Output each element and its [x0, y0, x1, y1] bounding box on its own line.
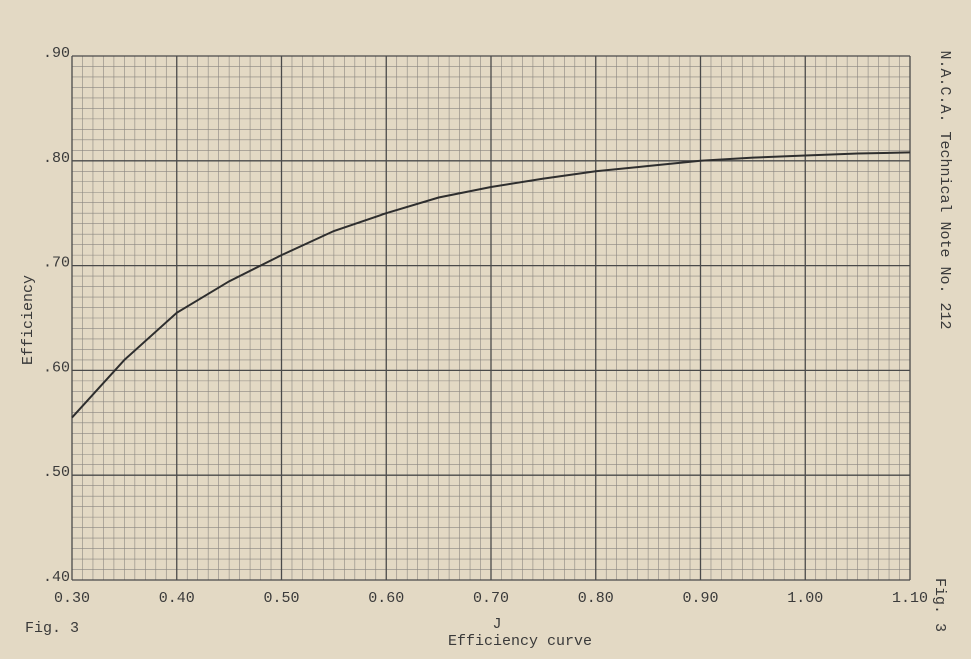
- x-tick-label: 0.30: [54, 590, 90, 607]
- y-tick-label: .60: [43, 359, 70, 376]
- chart-title: Efficiency curve: [448, 633, 592, 650]
- side-note: N.A.C.A. Technical Note No. 212: [936, 50, 953, 329]
- efficiency-line: [71, 151, 911, 419]
- figure-label: Fig. 3: [25, 620, 79, 637]
- y-tick-label: .90: [43, 45, 70, 62]
- x-tick-label: 0.60: [368, 590, 404, 607]
- x-tick-label: 0.80: [578, 590, 614, 607]
- x-tick-label: 0.40: [159, 590, 195, 607]
- y-tick-label: .50: [43, 464, 70, 481]
- x-tick-label: 0.70: [473, 590, 509, 607]
- x-tick-label: 1.00: [787, 590, 823, 607]
- x-axis-label: J: [492, 616, 501, 633]
- y-axis-label: Efficiency: [20, 275, 37, 365]
- x-tick-label: 0.90: [682, 590, 718, 607]
- x-tick-label: 0.50: [263, 590, 299, 607]
- y-tick-label: .80: [43, 150, 70, 167]
- x-tick-label: 1.10: [892, 590, 928, 607]
- y-tick-label: .70: [43, 255, 70, 272]
- figure-label-right: Fig. 3: [931, 578, 948, 632]
- y-tick-label: .40: [43, 569, 70, 586]
